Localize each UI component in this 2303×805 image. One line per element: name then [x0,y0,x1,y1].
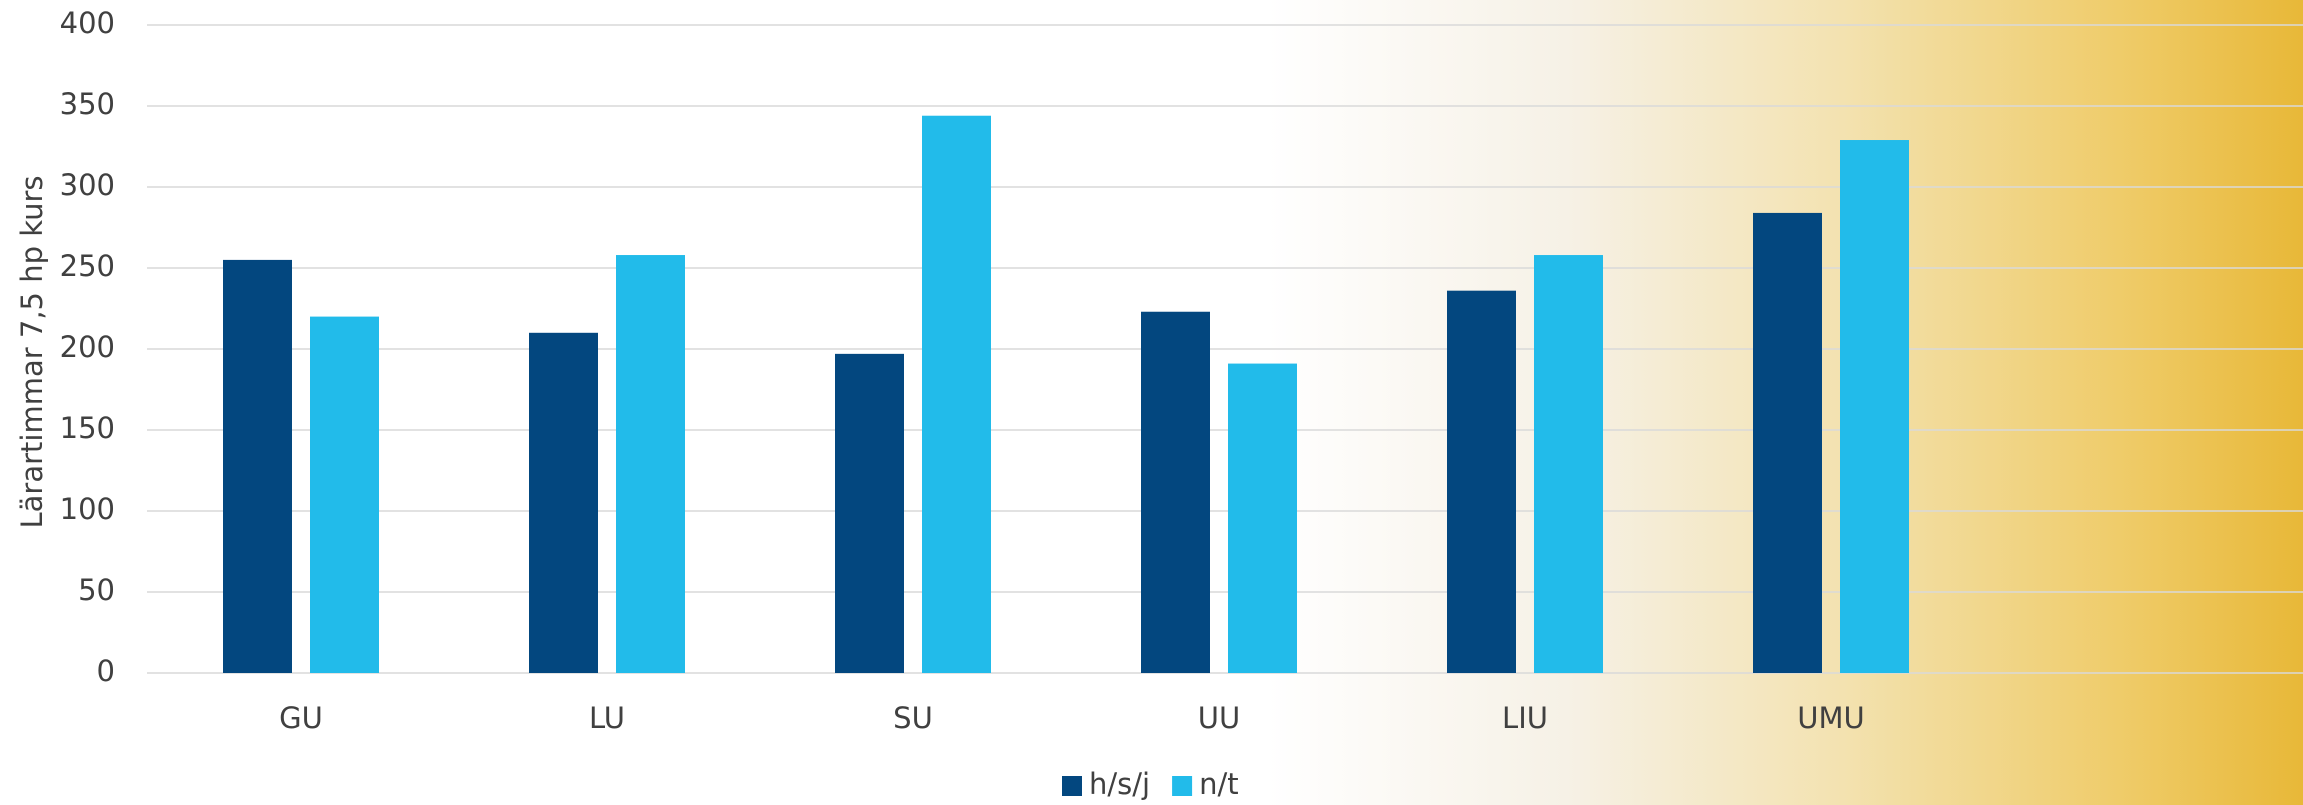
x-tick-label: UU [1198,701,1240,735]
x-tick-label: SU [893,701,933,735]
bar [1447,290,1516,673]
y-tick-label: 100 [60,492,115,526]
x-tick-label: GU [279,701,323,735]
x-tick-label: LU [589,701,625,735]
bar [1534,255,1603,674]
x-tick-label: LIU [1502,701,1548,735]
y-tick-label: 0 [97,654,115,688]
bar [616,255,685,674]
legend-label: n/t [1199,767,1239,801]
bar [1840,140,1909,673]
y-tick-label: 150 [60,411,115,445]
bar [1228,363,1297,673]
bar [529,332,598,673]
bar [223,259,292,673]
y-tick-label: 350 [60,87,115,121]
bar [1753,212,1822,674]
legend-swatch [1062,776,1082,796]
bar [1141,311,1210,673]
y-tick-label: 250 [60,249,115,283]
bar [922,115,991,674]
y-axis-title: Lärartimmar 7,5 hp kurs [15,175,49,528]
bar [835,353,904,673]
bar [310,316,379,673]
legend-swatch [1172,776,1193,796]
y-tick-label: 400 [60,6,115,40]
x-tick-label: UMU [1797,701,1864,735]
y-tick-label: 300 [60,168,115,202]
y-tick-label: 50 [78,573,115,607]
y-tick-label: 200 [60,330,115,364]
legend-label: h/s/j [1089,767,1150,801]
